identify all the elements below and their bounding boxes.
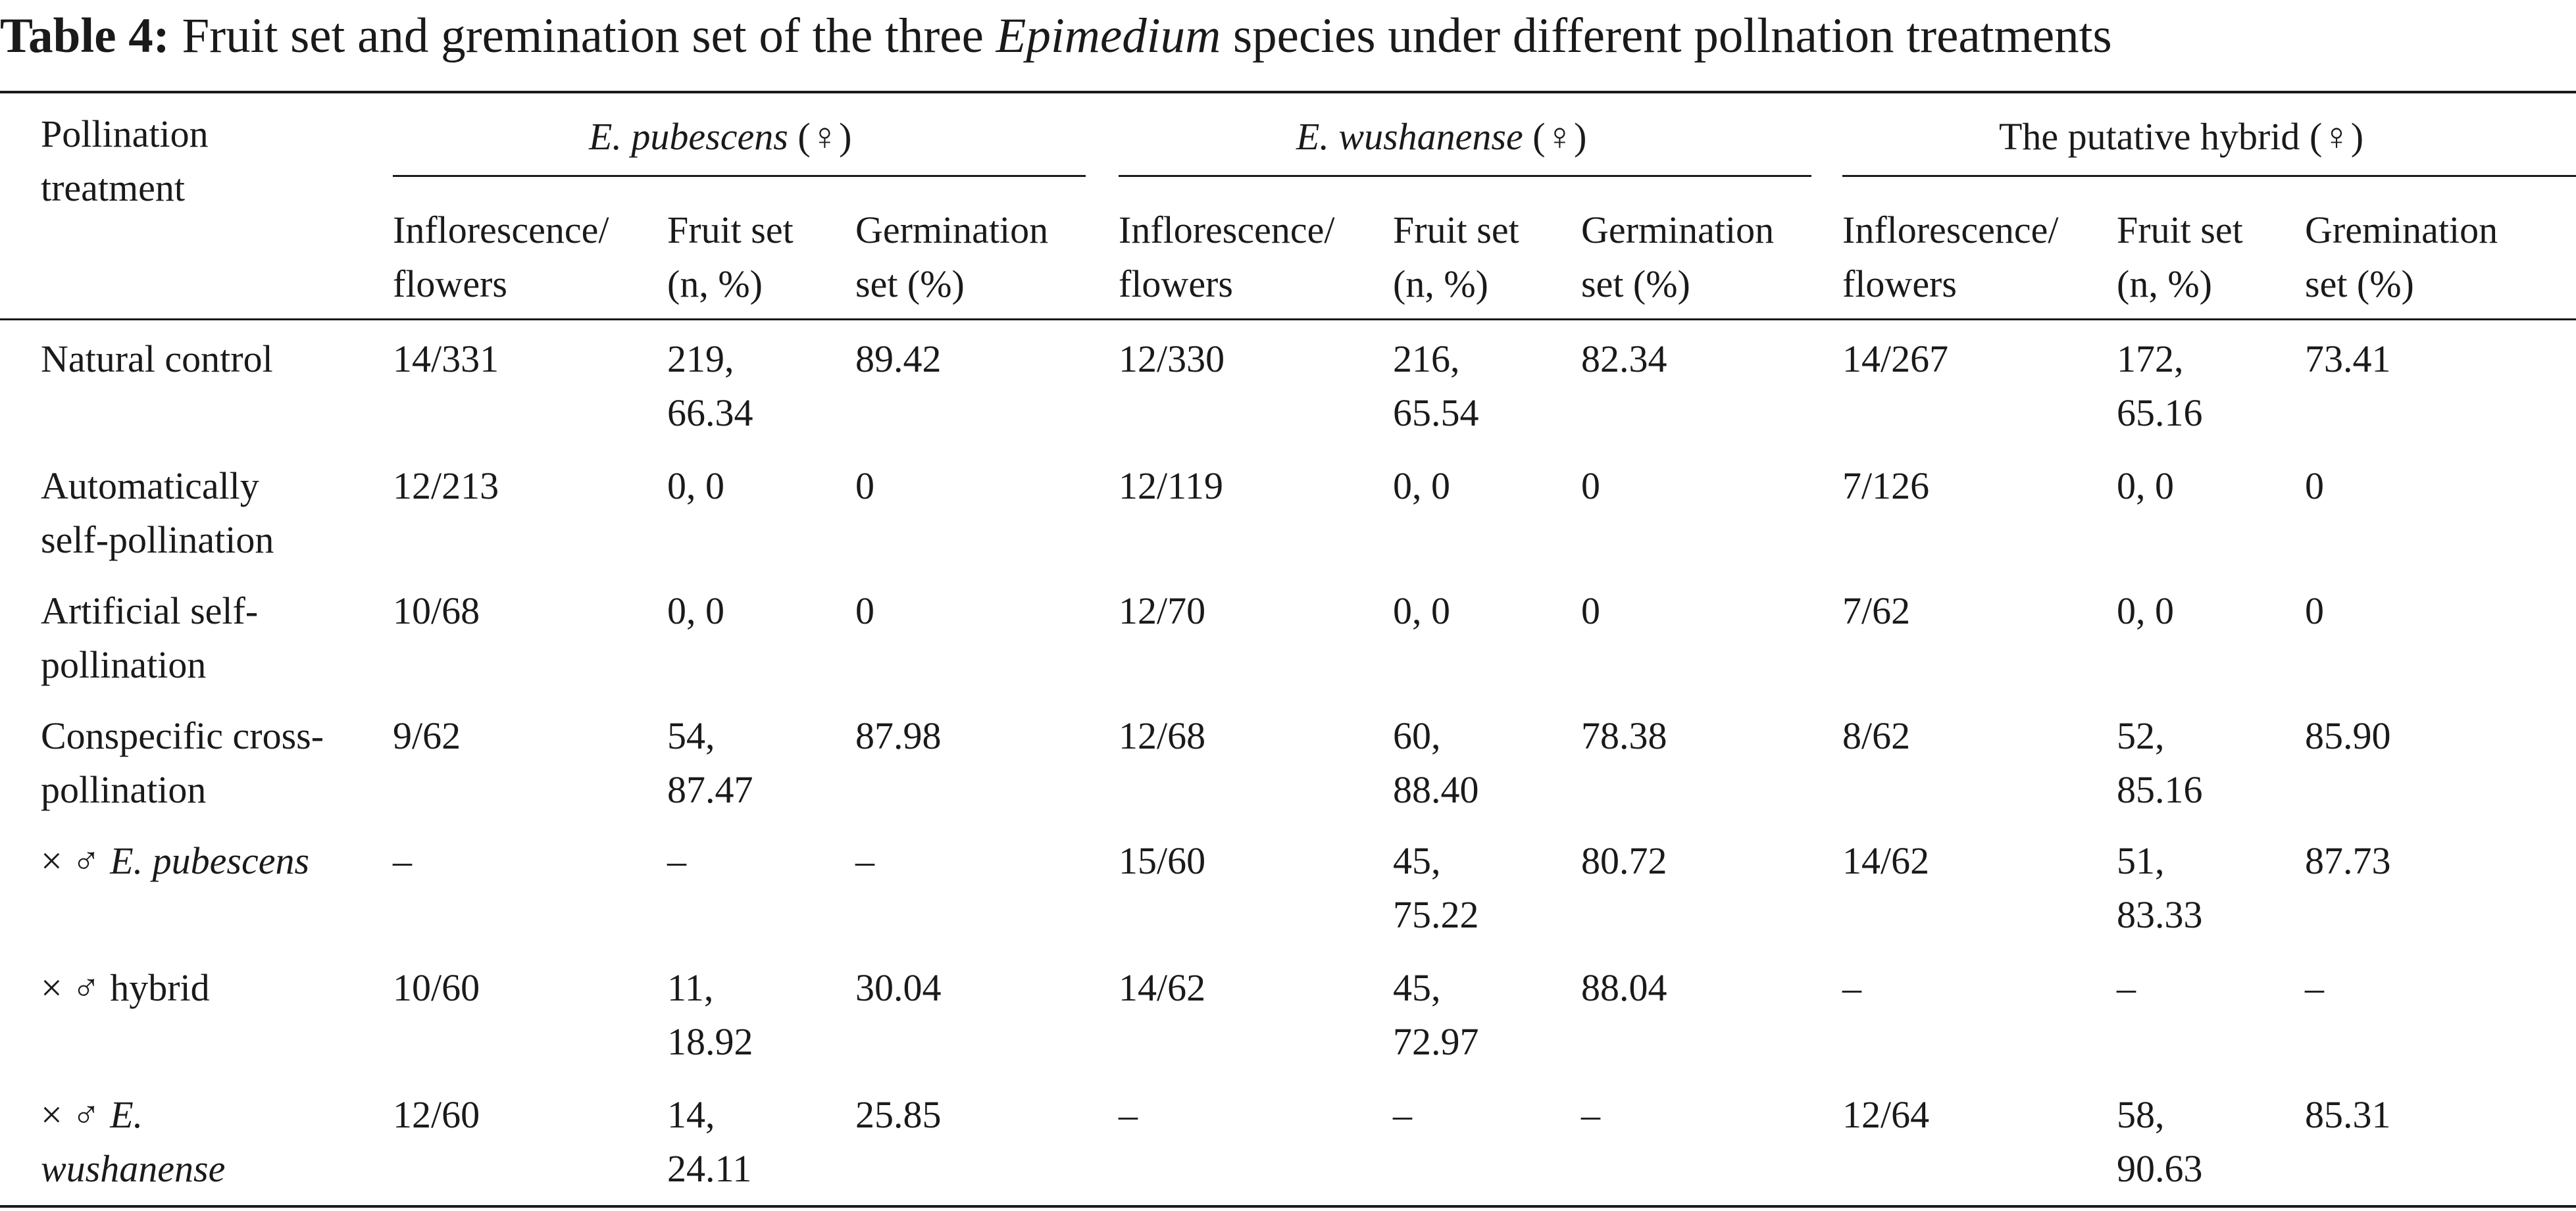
cell-inflorescence-hybrid: 7/126 — [1842, 464, 1930, 507]
subheader-inflorescence-pubescens: Inflorescence/ flowers — [393, 209, 609, 305]
cell-fruit-set-wushanense: 0, 0 — [1393, 464, 1450, 507]
cell-inflorescence-pubescens: 12/60 — [393, 1093, 480, 1136]
cell-inflorescence-hybrid: 14/62 — [1842, 839, 1930, 882]
cell-inflorescence-wushanense: – — [1119, 1093, 1138, 1136]
group-header-hybrid: The putative hybrid (♀) — [1999, 115, 2364, 158]
caption-text-end: species under different pollnation treat… — [1221, 9, 2112, 63]
cell-inflorescence-hybrid: 7/62 — [1842, 589, 1911, 632]
cell-inflorescence-hybrid: – — [1842, 966, 1861, 1009]
cell-fruit-set-wushanense: – — [1393, 1093, 1412, 1136]
table-label: Table 4: — [0, 9, 170, 63]
cell-germination-pubescens: 25.85 — [855, 1093, 942, 1136]
group-rule-pubescens — [393, 175, 1086, 177]
top-rule — [0, 91, 2576, 93]
cell-fruit-set-wushanense: 60, 88.40 — [1393, 714, 1479, 811]
subheader-germination-pubescens: Germination set (%) — [855, 209, 1049, 305]
cell-inflorescence-wushanense: 12/70 — [1119, 589, 1206, 632]
cell-inflorescence-pubescens: 10/60 — [393, 966, 480, 1009]
row-label: Artificial self- pollination — [41, 589, 259, 686]
group-rule-hybrid — [1842, 175, 2576, 177]
header-row-label: Pollination treatment — [41, 112, 209, 209]
cell-fruit-set-wushanense: 0, 0 — [1393, 589, 1450, 632]
cell-fruit-set-hybrid: 58, 90.63 — [2117, 1093, 2203, 1190]
cell-fruit-set-wushanense: 216, 65.54 — [1393, 337, 1479, 434]
cell-inflorescence-wushanense: 12/119 — [1119, 464, 1223, 507]
cell-germination-hybrid: 87.73 — [2305, 839, 2391, 882]
group-rule-wushanense — [1119, 175, 1811, 177]
subheader-germination-wushanense: Germination set (%) — [1581, 209, 1775, 305]
cell-germination-hybrid: 0 — [2305, 464, 2324, 507]
cell-inflorescence-hybrid: 14/267 — [1842, 337, 1949, 380]
cell-inflorescence-pubescens: 9/62 — [393, 714, 461, 757]
table-caption: Table 4: Fruit set and gremination set o… — [0, 1, 2576, 70]
subheader-fruit-set-wushanense: Fruit set (n, %) — [1393, 209, 1519, 305]
cell-inflorescence-pubescens: 14/331 — [393, 337, 499, 380]
cell-germination-pubescens: 0 — [855, 589, 874, 632]
cell-inflorescence-pubescens: 12/213 — [393, 464, 499, 507]
subheader-fruit-set-hybrid: Fruit set (n, %) — [2117, 209, 2243, 305]
cell-fruit-set-hybrid: 52, 85.16 — [2117, 714, 2203, 811]
caption-text: Fruit set and gremination set of the thr… — [182, 9, 996, 63]
cell-fruit-set-hybrid: 172, 65.16 — [2117, 337, 2203, 434]
group-header-pubescens: E. pubescens (♀) — [589, 115, 852, 158]
cell-fruit-set-hybrid: 0, 0 — [2117, 589, 2174, 632]
cell-fruit-set-pubescens: – — [667, 839, 686, 882]
cell-germination-pubescens: 0 — [855, 464, 874, 507]
bottom-rule — [0, 1205, 2576, 1208]
cell-fruit-set-pubescens: 0, 0 — [667, 464, 724, 507]
cell-germination-wushanense: – — [1581, 1093, 1600, 1136]
cell-germination-pubescens: 87.98 — [855, 714, 942, 757]
header-rule — [0, 318, 2576, 320]
cell-inflorescence-pubescens: 10/68 — [393, 589, 480, 632]
cell-germination-wushanense: 80.72 — [1581, 839, 1667, 882]
cell-germination-wushanense: 0 — [1581, 589, 1600, 632]
cell-fruit-set-wushanense: 45, 75.22 — [1393, 839, 1479, 936]
subheader-germination-hybrid: Gremination set (%) — [2305, 209, 2498, 305]
cell-fruit-set-hybrid: 0, 0 — [2117, 464, 2174, 507]
cell-fruit-set-wushanense: 45, 72.97 — [1393, 966, 1479, 1063]
cell-germination-pubescens: 89.42 — [855, 337, 942, 380]
cell-fruit-set-pubescens: 219, 66.34 — [667, 337, 753, 434]
row-label: Conspecific cross- pollination — [41, 714, 324, 811]
cell-inflorescence-hybrid: 12/64 — [1842, 1093, 1930, 1136]
cell-germination-wushanense: 82.34 — [1581, 337, 1667, 380]
row-label: × ♂ E. wushanense — [41, 1093, 226, 1190]
cell-germination-pubescens: – — [855, 839, 874, 882]
cell-fruit-set-pubescens: 54, 87.47 — [667, 714, 753, 811]
cell-germination-hybrid: 85.31 — [2305, 1093, 2391, 1136]
subheader-fruit-set-pubescens: Fruit set (n, %) — [667, 209, 794, 305]
cell-inflorescence-hybrid: 8/62 — [1842, 714, 1911, 757]
subheader-inflorescence-hybrid: Inflorescence/ flowers — [1842, 209, 2059, 305]
cell-fruit-set-hybrid: 51, 83.33 — [2117, 839, 2203, 936]
cell-fruit-set-pubescens: 11, 18.92 — [667, 966, 753, 1063]
caption-genus: Epimedium — [996, 9, 1221, 63]
cell-fruit-set-pubescens: 14, 24.11 — [667, 1093, 752, 1190]
cell-germination-pubescens: 30.04 — [855, 966, 942, 1009]
cell-germination-wushanense: 88.04 — [1581, 966, 1667, 1009]
cell-fruit-set-pubescens: 0, 0 — [667, 589, 724, 632]
cell-inflorescence-wushanense: 15/60 — [1119, 839, 1206, 882]
cell-germination-hybrid: – — [2305, 966, 2324, 1009]
row-label: Natural control — [41, 337, 273, 380]
cell-germination-wushanense: 0 — [1581, 464, 1600, 507]
row-label: × ♂ hybrid — [41, 966, 210, 1009]
cell-germination-hybrid: 0 — [2305, 589, 2324, 632]
cell-inflorescence-wushanense: 12/68 — [1119, 714, 1206, 757]
cell-inflorescence-wushanense: 12/330 — [1119, 337, 1225, 380]
group-header-wushanense: E. wushanense (♀) — [1296, 115, 1587, 158]
cell-germination-hybrid: 85.90 — [2305, 714, 2391, 757]
cell-inflorescence-pubescens: – — [393, 839, 412, 882]
cell-inflorescence-wushanense: 14/62 — [1119, 966, 1206, 1009]
cell-germination-hybrid: 73.41 — [2305, 337, 2391, 380]
subheader-inflorescence-wushanense: Inflorescence/ flowers — [1119, 209, 1335, 305]
row-label: × ♂ E. pubescens — [41, 839, 310, 882]
cell-germination-wushanense: 78.38 — [1581, 714, 1667, 757]
cell-fruit-set-hybrid: – — [2117, 966, 2136, 1009]
row-label: Automatically self-pollination — [41, 464, 274, 561]
